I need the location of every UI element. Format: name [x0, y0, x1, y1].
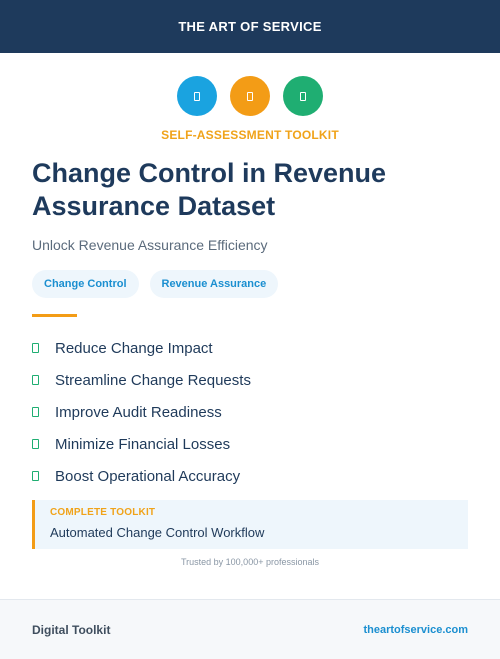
benefit-label: Streamline Change Requests	[55, 371, 251, 389]
list-item: Minimize Financial Losses	[32, 428, 251, 460]
page-footer: Digital Toolkit theartofservice.com	[0, 599, 500, 659]
benefit-label: Reduce Change Impact	[55, 339, 213, 357]
page-subtitle: Unlock Revenue Assurance Efficiency	[32, 237, 268, 253]
check-icon	[32, 471, 39, 481]
document-icon	[230, 76, 270, 116]
benefit-label: Boost Operational Accuracy	[55, 467, 241, 485]
check-icon	[32, 375, 39, 385]
tag-change-control: Change Control	[32, 270, 139, 298]
check-icon	[32, 343, 39, 353]
check-icon	[32, 407, 39, 417]
benefit-label: Minimize Financial Losses	[55, 435, 231, 453]
callout-text: Automated Change Control Workflow	[50, 525, 265, 540]
website-link[interactable]: theartofservice.com	[363, 623, 468, 636]
icon-row	[0, 76, 500, 116]
footer-label: Digital Toolkit	[32, 622, 111, 637]
page-header: THE ART OF SERVICE	[0, 0, 500, 53]
list-item: Boost Operational Accuracy	[32, 460, 251, 492]
benefit-list: Reduce Change Impact Streamline Change R…	[32, 332, 251, 492]
list-item: Streamline Change Requests	[32, 364, 251, 396]
benefit-label: Improve Audit Readiness	[55, 403, 222, 421]
trust-note: Trusted by 100,000+ professionals	[180, 557, 319, 567]
tag-list: Change Control Revenue Assurance	[32, 270, 279, 298]
tag-revenue-assurance: Revenue Assurance	[149, 270, 279, 298]
toolkit-callout: COMPLETE TOOLKIT Automated Change Contro…	[32, 500, 468, 549]
document-icon	[283, 76, 323, 116]
check-icon	[32, 439, 39, 449]
section-divider	[32, 314, 77, 317]
list-item: Reduce Change Impact	[32, 332, 251, 364]
document-icon	[177, 76, 217, 116]
page-title: Change Control in Revenue Assurance Data…	[32, 158, 387, 221]
brand-name: THE ART OF SERVICE	[178, 19, 322, 34]
list-item: Improve Audit Readiness	[32, 396, 251, 428]
callout-kicker: COMPLETE TOOLKIT	[50, 507, 156, 518]
toolkit-kicker: SELF-ASSESSMENT TOOLKIT	[161, 128, 339, 142]
